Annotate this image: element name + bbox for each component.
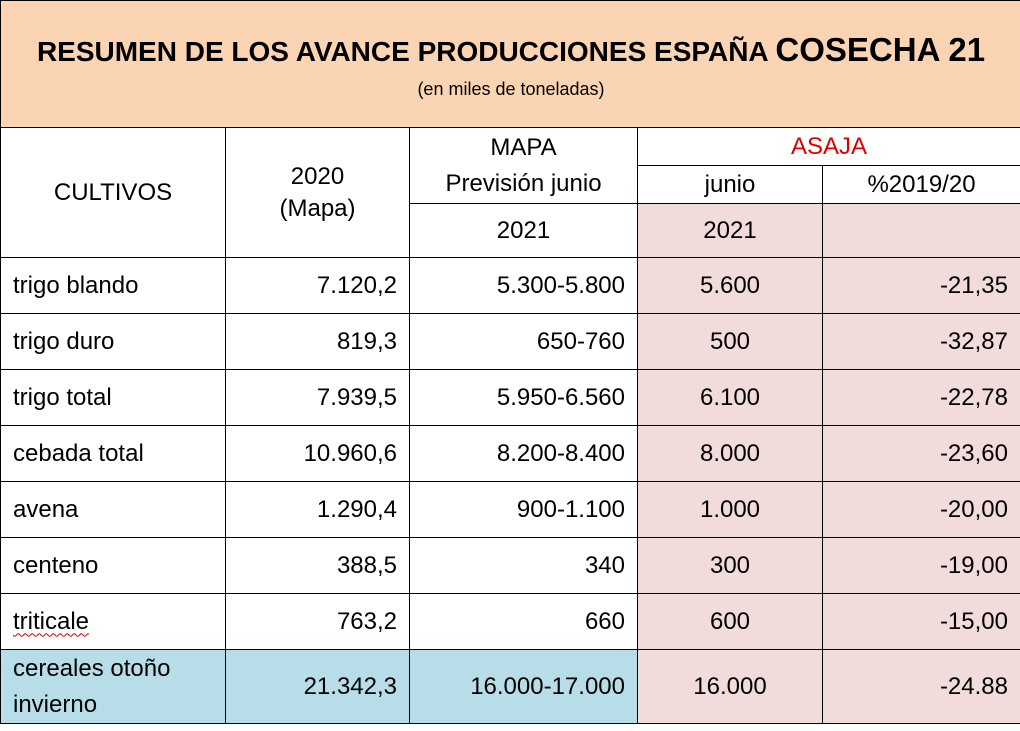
cell-mapa: 340 [409, 537, 638, 594]
cell-cultivo: trigo blando [0, 257, 226, 314]
cell-mapa-total: 16.000-17.000 [409, 649, 638, 724]
header-cultivos: CULTIVOS [0, 127, 226, 258]
table-row: trigo total 7.939,5 5.950-6.560 6.100 -2… [0, 369, 1020, 426]
cell-mapa: 650-760 [409, 313, 638, 370]
cell-pct: -21,35 [822, 257, 1020, 314]
cell-cultivo: centeno [0, 537, 226, 594]
cell-cultivo-total: cereales otoño invierno [0, 649, 226, 724]
cell-mapa: 660 [409, 593, 638, 650]
cell-mapa: 900-1.100 [409, 481, 638, 538]
spellcheck-word: triticale [13, 607, 90, 635]
report-subtitle: (en miles de toneladas) [417, 79, 605, 99]
table-row: cebada total 10.960,6 8.200-8.400 8.000 … [0, 425, 1020, 482]
cell-cultivo: trigo duro [0, 313, 226, 370]
cell-asaja: 300 [637, 537, 823, 594]
cell-asaja: 5.600 [637, 257, 823, 314]
table-row: avena 1.290,4 900-1.100 1.000 -20,00 [0, 481, 1020, 538]
cell-asaja: 1.000 [637, 481, 823, 538]
header-mapa-prevision: Previsión junio [445, 169, 602, 197]
header-mapa-year: 2021 [409, 203, 638, 258]
table-row: triticale 763,2 660 600 -15,00 [0, 593, 1020, 650]
cell-2020: 7.939,5 [225, 369, 410, 426]
cell-asaja-total: 16.000 [637, 649, 823, 724]
cell-pct: -20,00 [822, 481, 1020, 538]
cell-pct: -15,00 [822, 593, 1020, 650]
cell-2020: 7.120,2 [225, 257, 410, 314]
cell-2020: 763,2 [225, 593, 410, 650]
cell-2020: 819,3 [225, 313, 410, 370]
cell-2020: 10.960,6 [225, 425, 410, 482]
cell-cultivo: trigo total [0, 369, 226, 426]
header-asaja-pct: %2019/20 [822, 165, 1020, 204]
cell-2020-total: 21.342,3 [225, 649, 410, 724]
title-emphasis: COSECHA 21 [775, 31, 986, 68]
cell-pct: -23,60 [822, 425, 1020, 482]
report-title: RESUMEN DE LOS AVANCE PRODUCCIONES ESPAÑ… [1, 31, 1020, 69]
cell-cultivo: triticale [0, 593, 226, 650]
cell-asaja: 600 [637, 593, 823, 650]
header-2020-source: (Mapa) [279, 194, 356, 222]
header-2020: 2020 (Mapa) [225, 127, 410, 258]
header-asaja-empty [822, 203, 1020, 258]
table-row: trigo duro 819,3 650-760 500 -32,87 [0, 313, 1020, 370]
cell-asaja: 8.000 [637, 425, 823, 482]
cell-mapa: 8.200-8.400 [409, 425, 638, 482]
cell-mapa: 5.300-5.800 [409, 257, 638, 314]
cell-mapa: 5.950-6.560 [409, 369, 638, 426]
total-label-line2: invierno [13, 690, 98, 718]
header-asaja-year: 2021 [637, 203, 823, 258]
header-mapa: MAPA Previsión junio [409, 127, 638, 204]
cell-pct-total: -24.88 [822, 649, 1020, 724]
cell-asaja: 500 [637, 313, 823, 370]
table-row: trigo blando 7.120,2 5.300-5.800 5.600 -… [0, 257, 1020, 314]
header-mapa-title: MAPA [490, 133, 557, 161]
table-row: centeno 388,5 340 300 -19,00 [0, 537, 1020, 594]
total-label-line1: cereales otoño [13, 654, 171, 682]
cell-pct: -22,78 [822, 369, 1020, 426]
cell-pct: -32,87 [822, 313, 1020, 370]
cell-cultivo: avena [0, 481, 226, 538]
header-2020-year: 2020 [290, 162, 345, 190]
production-table: CULTIVOS 2020 (Mapa) MAPA Previsión juni… [0, 127, 1020, 724]
cell-2020: 1.290,4 [225, 481, 410, 538]
title-main: RESUMEN DE LOS AVANCE PRODUCCIONES ESPAÑ… [36, 36, 776, 67]
cell-pct: -19,00 [822, 537, 1020, 594]
cell-cultivo: cebada total [0, 425, 226, 482]
cell-2020: 388,5 [225, 537, 410, 594]
header-asaja-junio: junio [637, 165, 823, 204]
header-asaja: ASAJA [637, 127, 1020, 166]
total-row: cereales otoño invierno 21.342,3 16.000-… [0, 649, 1020, 724]
cell-asaja: 6.100 [637, 369, 823, 426]
report-header: RESUMEN DE LOS AVANCE PRODUCCIONES ESPAÑ… [0, 0, 1020, 127]
